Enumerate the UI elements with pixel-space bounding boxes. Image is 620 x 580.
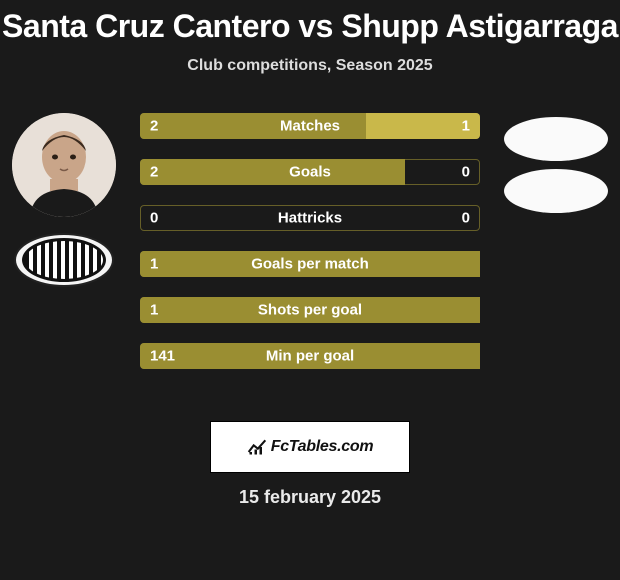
brand-box[interactable]: FcTables.com: [210, 421, 410, 473]
stat-bars: 2 1 Matches 2 0 Goals 0 0 Hattricks 1 Goals per ma…: [140, 113, 480, 369]
chart-icon: [247, 437, 267, 457]
subtitle: Club competitions, Season 2025: [0, 57, 620, 75]
stat-value-left: 1: [150, 256, 158, 273]
stat-bar-row: 2 0 Goals: [140, 159, 480, 185]
comparison-chart: 2 1 Matches 2 0 Goals 0 0 Hattricks 1 Goals per ma…: [0, 113, 620, 403]
stat-bar-row: 1 Shots per goal: [140, 297, 480, 323]
stat-bar-row: 0 0 Hattricks: [140, 205, 480, 231]
stat-value-right: 1: [462, 118, 470, 135]
stat-bar-row: 141 Min per goal: [140, 343, 480, 369]
player-left-club-badge: [14, 233, 114, 287]
player-left-avatar: [12, 113, 116, 217]
stat-value-left: 2: [150, 164, 158, 181]
stat-label: Goals per match: [251, 256, 369, 273]
stat-label: Min per goal: [266, 348, 354, 365]
player-right-club-placeholder: [504, 169, 608, 213]
stat-label: Matches: [280, 118, 340, 135]
stat-bar-row: 1 Goals per match: [140, 251, 480, 277]
stat-value-left: 0: [150, 210, 158, 227]
player-right-avatar-placeholder: [504, 117, 608, 161]
stat-bar-left-fill: [140, 159, 405, 185]
stat-value-left: 141: [150, 348, 175, 365]
player-right-column: [500, 113, 612, 213]
stat-value-right: 0: [462, 210, 470, 227]
stat-label: Hattricks: [278, 210, 342, 227]
stat-label: Goals: [289, 164, 331, 181]
stat-value-right: 0: [462, 164, 470, 181]
stat-value-left: 1: [150, 302, 158, 319]
stat-bar-row: 2 1 Matches: [140, 113, 480, 139]
player-left-column: [8, 113, 120, 287]
brand-text: FcTables.com: [271, 438, 374, 456]
date-text: 15 february 2025: [0, 487, 620, 508]
stat-value-left: 2: [150, 118, 158, 135]
stat-label: Shots per goal: [258, 302, 362, 319]
page-title: Santa Cruz Cantero vs Shupp Astigarraga: [0, 0, 620, 45]
